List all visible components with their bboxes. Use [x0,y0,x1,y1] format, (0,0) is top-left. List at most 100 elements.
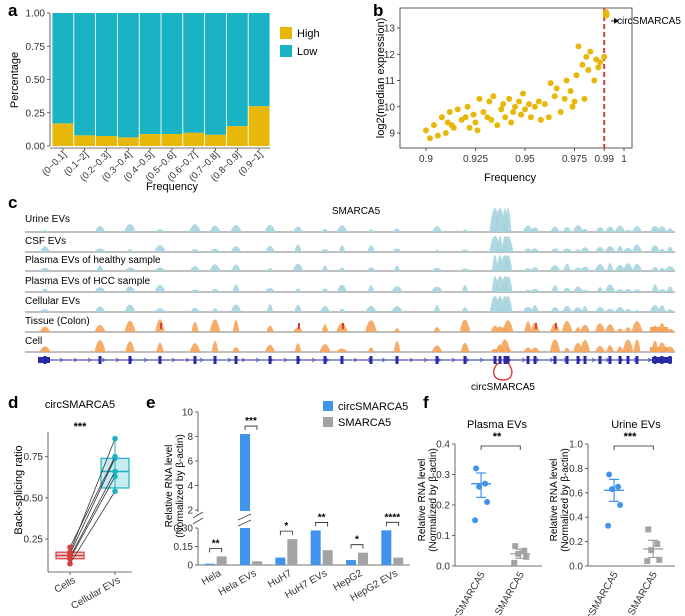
c-coverage-peak [531,305,539,312]
c-coverage-peak [365,320,377,332]
c-coverage-peak [41,288,49,292]
c-coverage-peak [365,267,377,271]
a-bar-low [248,13,270,107]
c-coverage-peak [266,325,274,332]
b-highlight-label: circSMARCA5 [617,16,681,27]
c-coverage-peak [623,289,633,292]
c-coverage-peak [189,224,201,232]
c-gene-strand-arrow [381,357,386,363]
c-coverage-peak [124,320,136,332]
c-coverage-peak [230,224,242,232]
b-point [541,101,548,108]
f1-ytick-label: 0.3 [436,470,450,481]
panel-letter-f: f [423,393,429,412]
c-coverage-peak [651,266,659,271]
a-bar-low [139,13,161,135]
c-coverage-peak [94,287,106,292]
c-gene-exon [598,356,602,364]
b-point [434,132,441,139]
e-xtick-label: Hela EVs [217,568,259,598]
a-xlabel: Frequency [146,181,198,193]
c-coverage-peak [367,285,375,292]
c-coverage-peak [523,268,533,271]
c-coverage-peak [561,320,573,332]
c-coverage-peak [666,228,674,232]
c-gene-exon [533,356,537,364]
c-gene-exon [193,356,197,364]
b-point [462,114,469,121]
c-gene-strand-arrow [283,357,288,363]
c-gene-strand-arrow [73,357,78,363]
f1-xtick-label: SMARCA5 [493,570,527,616]
a-bar-low [161,13,183,135]
c-coverage-peak [232,320,240,332]
b-ytick-label: 11 [385,76,396,87]
c-gene-exon [340,356,344,364]
c-gene-exon [98,356,102,364]
c-coverage-peak [631,320,643,332]
b-point [597,59,604,66]
f1-title: Plasma EVs [467,419,527,431]
c-coverage-peak [391,286,403,292]
f2-point-circ [605,522,612,529]
c-coverage-peak [605,226,615,232]
c-gene-exon [158,356,162,364]
c-coverage-peak [189,289,201,292]
a-legend-low-swatch [280,45,292,57]
a-legend-low: Low [297,46,317,58]
c-coverage-peak [266,304,274,312]
c-coverage-peak [657,226,667,232]
d-pair-line [69,438,116,553]
b-point [494,122,501,129]
f2-point-smarca5 [645,526,652,533]
e-bar-circ [310,530,321,565]
b-point [454,106,461,113]
d-pair-line [69,471,116,558]
c-gene-exon [323,356,327,364]
c-track-label-3: Plasma EVs of HCC sample [25,276,150,287]
b-point [573,72,580,79]
c-coverage-peak [124,267,136,271]
f2-ytick-label: 0.8 [569,464,583,475]
c-coverage-peak [232,284,240,292]
c-coverage-peak [596,287,604,292]
c-coverage-peak [431,225,443,232]
d-point-evs [112,435,118,442]
c-coverage-peak [209,319,221,332]
c-gene-strand-arrow [591,357,596,363]
c-track-label-6: Cell [25,336,42,347]
c-coverage-peak [292,327,304,332]
c-coverage-peak [211,340,219,352]
c-coverage-peak [622,339,634,352]
a-bar-low [205,13,226,135]
b-point [502,114,509,121]
e-legend-smarca5-swatch [323,417,333,427]
c-gene-strand-arrow [423,357,428,363]
e-ytick-label: 2 [187,506,193,517]
f2-point-smarca5 [644,558,651,565]
b-point [438,114,445,121]
b-point [490,93,497,100]
a-legend-high: High [297,28,320,40]
e-sig-bracket [209,547,223,553]
a-bar-high [161,134,183,146]
f1-ytick-label: 0.2 [436,501,450,512]
a-bar-low [74,13,96,136]
e-bar-break-mark [237,519,252,527]
c-coverage-peak [42,230,48,232]
c-coverage-peak [562,287,572,292]
f2-point-smarca5 [654,541,661,548]
d-pair-line [69,456,116,548]
c-gene-exon [668,356,672,364]
panel-a-chart: Percentage Frequency High Low 0.00 0.25 0.… [9,9,320,194]
c-coverage-peak [189,343,201,352]
b-point [537,116,544,123]
c-coverage-peak [504,347,512,352]
f2-point-smarca5 [656,556,663,563]
d-point-cells [67,560,73,567]
b-point [575,43,582,50]
b-point [571,98,578,105]
e-bar-circ [381,530,392,565]
c-coverage-peak [191,322,199,332]
b-arrow-head [614,17,619,24]
